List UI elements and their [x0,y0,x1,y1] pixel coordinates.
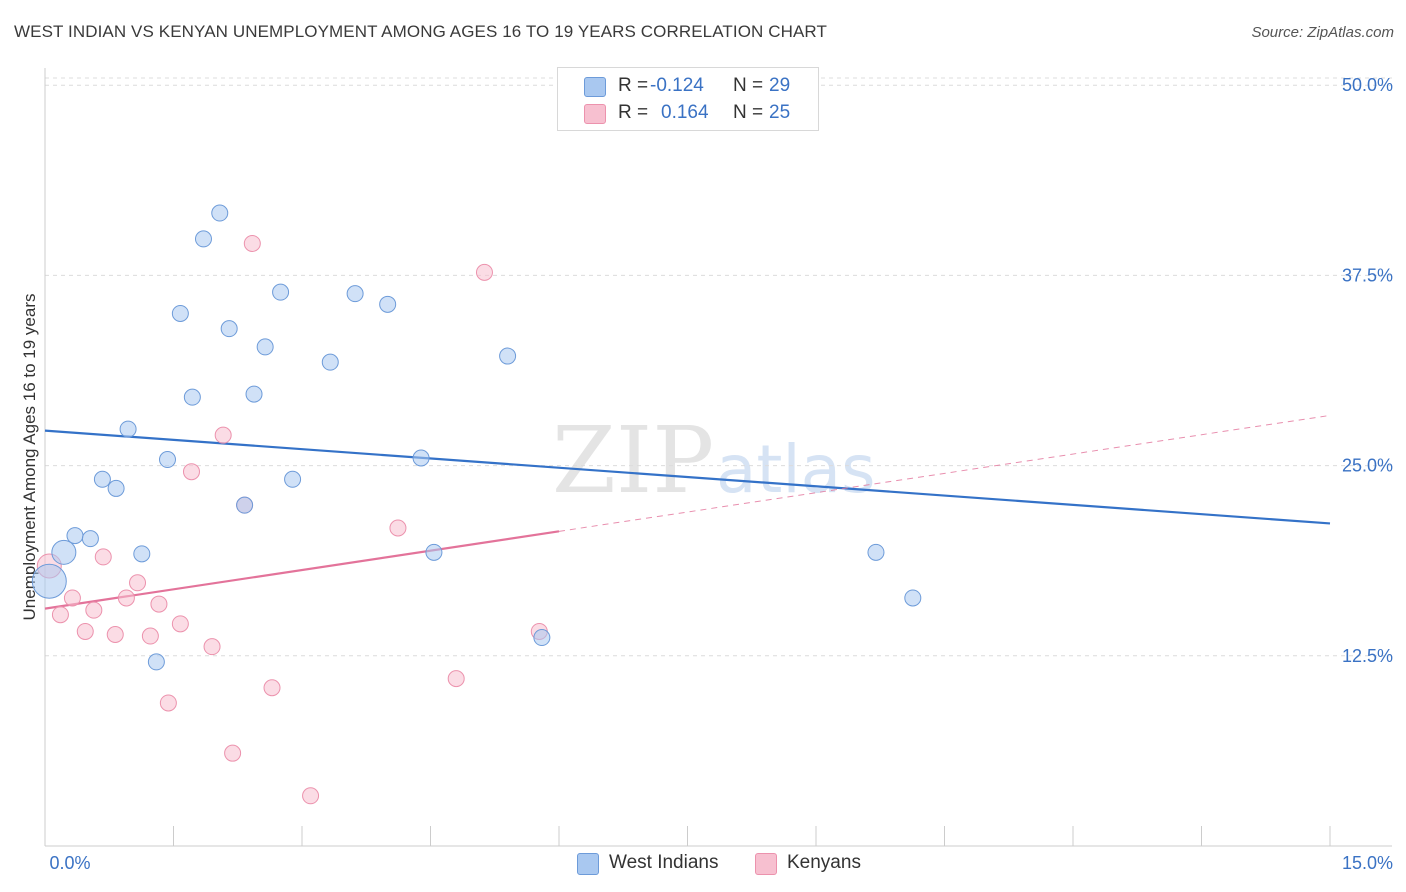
kenyan-point [182,463,200,481]
west-indian-point [425,543,443,561]
west-indian-point [256,338,274,356]
west-indian-point [499,347,517,365]
kenyan-point [389,519,407,537]
legend-swatch-west-indians [584,77,606,97]
x-tick-label: 15.0% [1342,853,1393,873]
west-indian-point [194,230,212,248]
west-indian-point [133,545,151,563]
legend-r-value: 0.164 [661,102,709,123]
legend-swatch-kenyans [584,104,606,124]
west-indian-point [245,385,263,403]
west-indian-point [533,629,551,647]
west-indian-point [412,449,430,467]
west-indian-point [284,470,302,488]
y-tick-label: 25.0% [1342,456,1393,476]
kenyan-point [129,574,147,592]
west-indian-point [51,539,77,565]
kenyan-point [203,638,221,656]
kenyan-point [150,595,168,613]
west-indian-point [904,589,922,607]
west-indian-point [93,470,111,488]
west-indian-point [321,353,339,371]
kenyan-point [51,606,69,624]
axes [44,68,1392,847]
west-indian-point [379,295,397,313]
y-tick-label: 37.5% [1342,265,1393,285]
tick-labels: 12.5% 25.0% 37.5% 50.0% 0.0% 15.0% [49,75,1393,873]
legend-r-value: -0.124 [650,75,704,96]
x-tick-label: 0.0% [49,853,90,873]
kenyan-point [447,670,465,688]
west-indian-point [119,420,137,438]
kenyan-point [224,744,242,762]
chart-title: WEST INDIAN VS KENYAN UNEMPLOYMENT AMONG… [14,22,827,41]
trend-line-west-indians [44,429,1331,525]
kenyan-point [243,234,261,252]
bottom-legend-swatch-west-indians [577,853,599,875]
west-indian-point [867,543,885,561]
kenyan-point [106,626,124,644]
west-indian-point [272,283,290,301]
legend: R = -0.124 N = 29 R = 0.164 N = 25 [557,67,819,131]
y-tick-label: 12.5% [1342,646,1393,666]
west-indian-point [81,530,99,548]
kenyan-point [117,589,135,607]
west-indian-point [183,388,201,406]
west-indian-point [66,527,84,545]
trend-line-kenyans-dashed [558,414,1331,532]
west-indian-point [346,285,364,303]
kenyan-point [171,615,189,633]
watermark-zip: ZIP [552,407,714,514]
legend-r-label: R = [618,102,649,123]
bottom-legend-label-kenyans: Kenyans [787,852,861,873]
west-indian-point [236,496,254,514]
kenyan-point [475,263,493,281]
kenyan-point [63,589,81,607]
kenyan-point [85,601,103,619]
bottom-legend-label-west-indians: West Indians [609,852,719,873]
west-indian-point [211,204,229,222]
source-credit: Source: ZipAtlas.com [1251,24,1394,41]
bottom-legend-swatch-kenyans [755,853,777,875]
kenyan-point [141,627,159,645]
west-indian-point [31,563,67,599]
legend-n-label: N = [733,102,764,123]
y-axis-label-group: Unemployment Among Ages 16 to 19 years [20,294,39,621]
y-tick-label: 50.0% [1342,75,1393,95]
kenyan-point [76,622,94,640]
west-indian-point [171,304,189,322]
gridlines [45,77,1392,657]
west-indian-point [147,653,165,671]
west-indian-point [107,479,125,497]
legend-r-label: R = [618,75,649,96]
kenyan-point [94,548,112,566]
kenyan-point [263,679,281,697]
legend-n-value: 25 [769,102,791,123]
legend-n-value: 29 [769,75,791,96]
data-points [31,204,922,805]
y-axis-label: Unemployment Among Ages 16 to 19 years [20,294,39,621]
legend-n-label: N = [733,75,764,96]
kenyan-point [302,787,320,805]
kenyan-point [214,426,232,444]
watermark: ZIP atlas [552,407,876,514]
west-indian-point [220,320,238,338]
west-indian-point [159,451,177,469]
kenyan-point [159,694,177,712]
watermark-atlas: atlas [716,431,876,508]
